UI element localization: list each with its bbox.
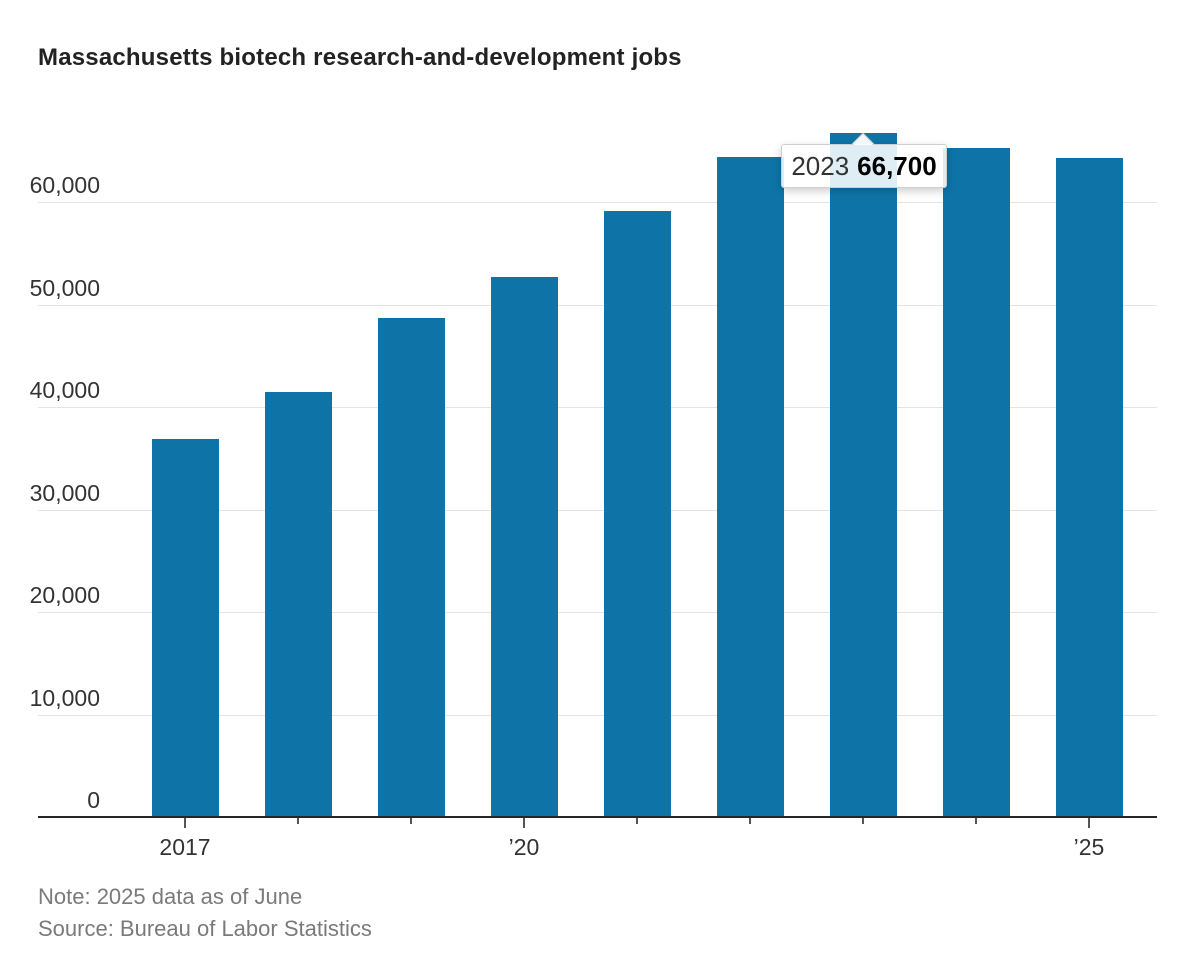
x-tick-2019 (410, 818, 412, 824)
chart-title: Massachusetts biotech research-and-devel… (38, 44, 682, 71)
tooltip-year: 2023 (791, 150, 850, 181)
gridline-60000 (38, 202, 1157, 203)
bar-2024[interactable] (942, 147, 1010, 817)
bar-2023[interactable] (829, 133, 897, 817)
x-tick-2021 (636, 818, 638, 824)
x-tick-2022 (749, 818, 751, 824)
x-axis-line (38, 816, 1157, 818)
chart-note: Note: 2025 data as of June (38, 884, 303, 909)
x-tick-2024 (975, 818, 977, 824)
bar-2022[interactable] (716, 156, 784, 817)
bar-2017[interactable] (151, 438, 219, 817)
x-axis-label-2020: ’20 (508, 834, 540, 860)
x-tick-2017 (184, 818, 186, 828)
x-axis-label-2025: ’25 (1073, 834, 1105, 860)
bar-2025[interactable] (1055, 157, 1123, 817)
chart-source: Source: Bureau of Labor Statistics (38, 916, 372, 941)
y-axis-label-0: 0 (87, 787, 100, 813)
x-tick-2018 (297, 818, 299, 824)
gridline-40000 (38, 407, 1157, 408)
y-axis-label-20000: 20,000 (29, 582, 100, 608)
gridline-20000 (38, 612, 1157, 613)
x-tick-2020 (523, 818, 525, 828)
bar-2019[interactable] (377, 317, 445, 817)
gridline-30000 (38, 509, 1157, 511)
bar-2021[interactable] (603, 211, 671, 817)
y-axis-label-30000: 30,000 (29, 479, 100, 506)
y-axis-label-10000: 10,000 (29, 684, 100, 711)
gridline-10000 (38, 714, 1157, 716)
tooltip-value: 66,700 (857, 150, 937, 181)
x-tick-2025 (1088, 818, 1090, 828)
bar-2020[interactable] (490, 276, 558, 817)
tooltip-caret (846, 132, 880, 145)
x-tick-2023 (862, 818, 864, 824)
gridline-50000 (38, 304, 1157, 306)
y-axis-label-50000: 50,000 (29, 274, 100, 301)
bar-2018[interactable] (264, 391, 332, 817)
tooltip: 2023 66,700 (781, 144, 947, 188)
y-axis-label-40000: 40,000 (29, 377, 100, 403)
x-axis-label-2017: 2017 (159, 834, 211, 860)
y-axis-label-60000: 60,000 (29, 172, 100, 198)
